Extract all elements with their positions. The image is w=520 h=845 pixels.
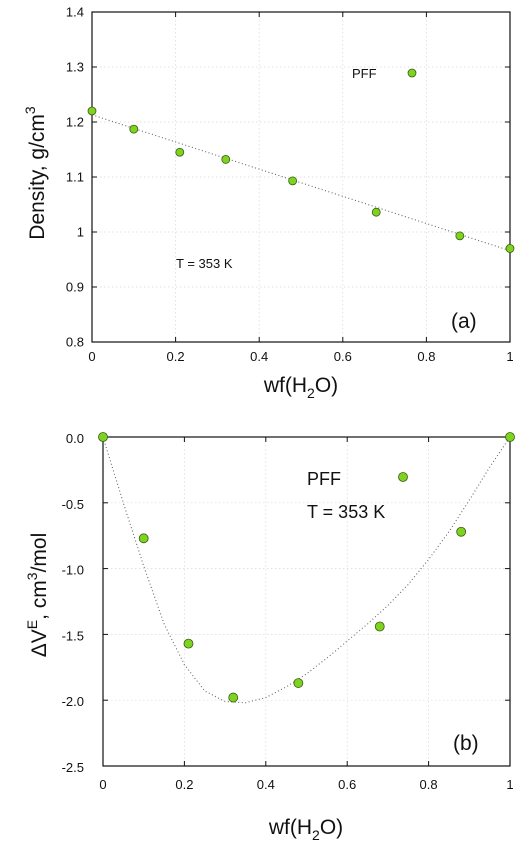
panel-a-x-axis-label: wf(H2O): [263, 374, 338, 401]
panel-a-y-tick-label: 0.8: [66, 334, 84, 349]
panel-a-annotation: T = 353 K: [176, 256, 233, 271]
panel-a-data-point: [288, 176, 298, 186]
panel-a-x-tick-label: 1: [506, 349, 513, 364]
panel-a-fit-curve: [91, 114, 511, 252]
panel-b-y-tick-label: -2.0: [62, 694, 84, 709]
panel-a-y-tick-label: 1.2: [66, 114, 84, 129]
panel-b-x-tick-label: 0: [99, 777, 106, 792]
panel-b-data-point: [228, 692, 239, 703]
panel-a-data-point: [371, 207, 381, 217]
panel-b-fit-curve: [102, 436, 511, 704]
panel-b-data-point: [374, 621, 385, 632]
panel-b-x-axis-label: wf(H2O): [268, 816, 343, 843]
panel-a-y-tick-label: 0.9: [66, 279, 84, 294]
panel-a-legend-marker: [407, 68, 417, 78]
panel-b-plot-frame: [102, 436, 511, 767]
panel-b-data-point: [138, 533, 149, 544]
panel-b-y-tick-label: 0.0: [66, 431, 84, 446]
panel-b-data-point: [98, 432, 108, 442]
panel-a-data-point: [175, 147, 185, 157]
panel-b-y-tick-label: -1.5: [62, 628, 84, 643]
panel-b-x-tick-label: 0.8: [420, 777, 438, 792]
panel-b-y-axis-label: ΔVE, cm3/mol: [24, 533, 51, 658]
panel-b-y-tick-label: -0.5: [62, 497, 84, 512]
panel-b-legend-marker: [398, 472, 408, 482]
panel-a-label: (a): [451, 310, 477, 333]
panel-a-x-tick-label: 0.2: [167, 349, 185, 364]
panel-a-x-tick-label: 0.6: [334, 349, 352, 364]
panel-b-x-tick-label: 0.2: [175, 777, 193, 792]
panel-b-y-tick-label: -2.5: [62, 760, 84, 775]
panel-a-data-point: [129, 124, 139, 134]
panel-a-data-point: [87, 106, 97, 116]
panel-a-plot-frame: [91, 11, 511, 343]
panel-b-y-tick-label: -1.0: [62, 563, 84, 578]
panel-b-data-point: [183, 638, 194, 649]
panel-a-y-axis-label: Density, g/cm3: [22, 106, 49, 240]
panel-a-y-tick-label: 1.3: [66, 59, 84, 74]
panel-b-label: (b): [453, 732, 479, 755]
panel-a-data-point: [505, 244, 515, 253]
panel-b-data-point: [456, 526, 467, 537]
panel-b-x-tick-label: 0.6: [338, 777, 356, 792]
panel-a-data-point: [455, 231, 465, 241]
panel-a-x-tick-label: 0: [88, 349, 95, 364]
panel-b-data-point: [293, 678, 304, 688]
panel-a-data-point: [221, 154, 231, 164]
panel-a-y-tick-label: 1.4: [66, 4, 84, 19]
panel-a-x-tick-label: 0.4: [250, 349, 268, 364]
panel-b-legend-label: PFF: [307, 469, 341, 489]
panel-b-x-tick-label: 0.4: [257, 777, 275, 792]
panel-a-legend-label: PFF: [352, 66, 377, 81]
panel-a-x-tick-label: 0.8: [417, 349, 435, 364]
panel-b-annotation: T = 353 K: [307, 502, 385, 522]
panel-a-y-tick-label: 1.1: [66, 169, 84, 184]
panel-a-y-tick-label: 1: [77, 224, 84, 239]
panel-b-x-tick-label: 1: [506, 777, 513, 792]
panel-b-data-point: [505, 432, 515, 442]
